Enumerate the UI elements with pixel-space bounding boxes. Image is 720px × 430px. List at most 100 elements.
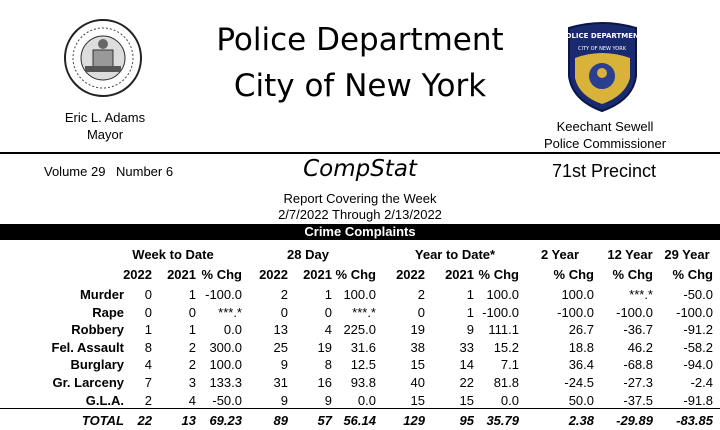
table-cell: 93.8	[350, 375, 376, 390]
row-label: Burglary	[70, 357, 124, 373]
row-label: Robbery	[71, 322, 124, 338]
group-header-12year: 12 Year	[607, 247, 653, 262]
table-cell: 12.5	[350, 357, 376, 373]
table-cell: 31.6	[350, 339, 376, 355]
table-cell: -94.0	[683, 357, 713, 373]
table-cell: 1	[144, 322, 152, 338]
column-subheader: 2022	[396, 267, 425, 282]
table-cell: 14	[459, 357, 474, 373]
group-header-week: Week to Date	[132, 247, 214, 262]
date-range: 2/7/2022 Through 2/13/2022	[278, 207, 442, 222]
table-cell: 0	[188, 304, 196, 320]
total-rule	[0, 408, 720, 409]
table-cell: 18.8	[568, 339, 594, 355]
table-cell: 0	[144, 304, 152, 320]
table-cell: 0.0	[357, 392, 376, 408]
table-cell: 2	[188, 339, 196, 355]
table-cell: 100.0	[561, 287, 594, 302]
table-cell: -50.0	[212, 392, 242, 408]
page-title-line1: Police Department	[216, 22, 504, 58]
table-cell: 25	[273, 339, 288, 355]
table-cell: 7	[144, 375, 152, 390]
table-cell: 2	[188, 357, 196, 373]
total-cell: 57	[317, 413, 332, 429]
table-cell: 100.0	[343, 287, 376, 302]
table-cell: 50.0	[568, 392, 594, 408]
table-cell: 40	[410, 375, 425, 390]
table-cell: 0.0	[223, 322, 242, 338]
table-cell: ***.*	[218, 304, 242, 320]
table-cell: 19	[410, 322, 425, 338]
table-cell: 1	[466, 304, 474, 320]
table-cell: 4	[188, 392, 196, 408]
table-cell: 33	[459, 339, 474, 355]
total-cell: 13	[181, 413, 196, 429]
table-cell: 9	[466, 322, 474, 338]
table-cell: 16	[317, 375, 332, 390]
column-subheader: 2021	[445, 267, 474, 282]
table-cell: 0.0	[500, 392, 519, 408]
table-cell: 133.3	[209, 375, 242, 390]
report-covering: Report Covering the Week	[283, 191, 437, 206]
row-label: G.L.A.	[85, 392, 124, 408]
table-cell: 9	[280, 357, 288, 373]
table-cell: 0	[144, 287, 152, 302]
column-subheader: % Chg	[335, 267, 376, 282]
column-subheader: % Chg	[201, 267, 242, 282]
total-cell: 2.38	[568, 413, 594, 429]
header-rule	[0, 152, 720, 154]
table-cell: 22	[459, 375, 474, 390]
table-cell: -100.0	[616, 304, 653, 320]
precinct-label: 71st Precinct	[552, 161, 657, 181]
mayor-title: Mayor	[86, 127, 124, 142]
table-cell: 38	[410, 339, 425, 355]
table-cell: 81.8	[493, 375, 519, 390]
table-cell: 15	[410, 392, 425, 408]
table-cell: 15	[410, 357, 425, 373]
commissioner-name: Keechant Sewell	[556, 119, 654, 134]
table-cell: -100.0	[676, 304, 713, 320]
table-cell: 2	[144, 392, 152, 408]
number-label: Number 6	[116, 164, 174, 179]
table-cell: 0	[417, 304, 425, 320]
row-label: Murder	[79, 287, 124, 302]
table-cell: ***.*	[352, 304, 376, 320]
page-title-line2: City of New York	[233, 68, 487, 104]
total-cell: 56.14	[343, 413, 376, 429]
table-cell: 225.0	[343, 322, 376, 338]
table-cell: 2	[417, 287, 425, 302]
police-patch-icon: POLICE DEPARTMENT CITY OF NEW YORK	[565, 22, 640, 113]
table-cell: 46.2	[627, 339, 653, 355]
total-cell: -83.85	[676, 413, 713, 429]
table-cell: 19	[317, 339, 332, 355]
table-cell: 100.0	[486, 287, 519, 302]
table-cell: -100.0	[205, 287, 242, 302]
total-cell: 129	[403, 413, 425, 429]
commissioner-title: Police Commissioner	[543, 136, 667, 151]
table-cell: 1	[324, 287, 332, 302]
table-cell: -24.5	[564, 375, 594, 390]
table-cell: -27.3	[623, 375, 653, 390]
table-cell: 9	[324, 392, 332, 408]
table-cell: 300.0	[209, 339, 242, 355]
group-header-2year: 2 Year	[540, 247, 580, 262]
table-cell: 13	[273, 322, 288, 338]
table-cell: 100.0	[209, 357, 242, 373]
table-cell: 9	[280, 392, 288, 408]
table-cell: 4	[324, 322, 332, 338]
total-cell: 95	[459, 413, 474, 429]
group-header-28day: 28 Day	[287, 247, 329, 262]
patch-top-text: POLICE DEPARTMENT	[565, 32, 640, 40]
total-label: TOTAL	[81, 413, 124, 429]
table-cell: 3	[188, 375, 196, 390]
row-label: Gr. Larceny	[52, 375, 124, 390]
table-cell: 1	[188, 287, 196, 302]
column-subheader: % Chg	[553, 267, 594, 282]
table-cell: 36.4	[568, 357, 594, 373]
column-subheader: 2022	[123, 267, 152, 282]
column-subheader: 2022	[259, 267, 288, 282]
total-cell: 35.79	[486, 413, 519, 429]
volume-label: Volume 29	[44, 164, 106, 179]
table-cell: 31	[273, 375, 288, 390]
table-cell: ***.*	[629, 287, 653, 302]
